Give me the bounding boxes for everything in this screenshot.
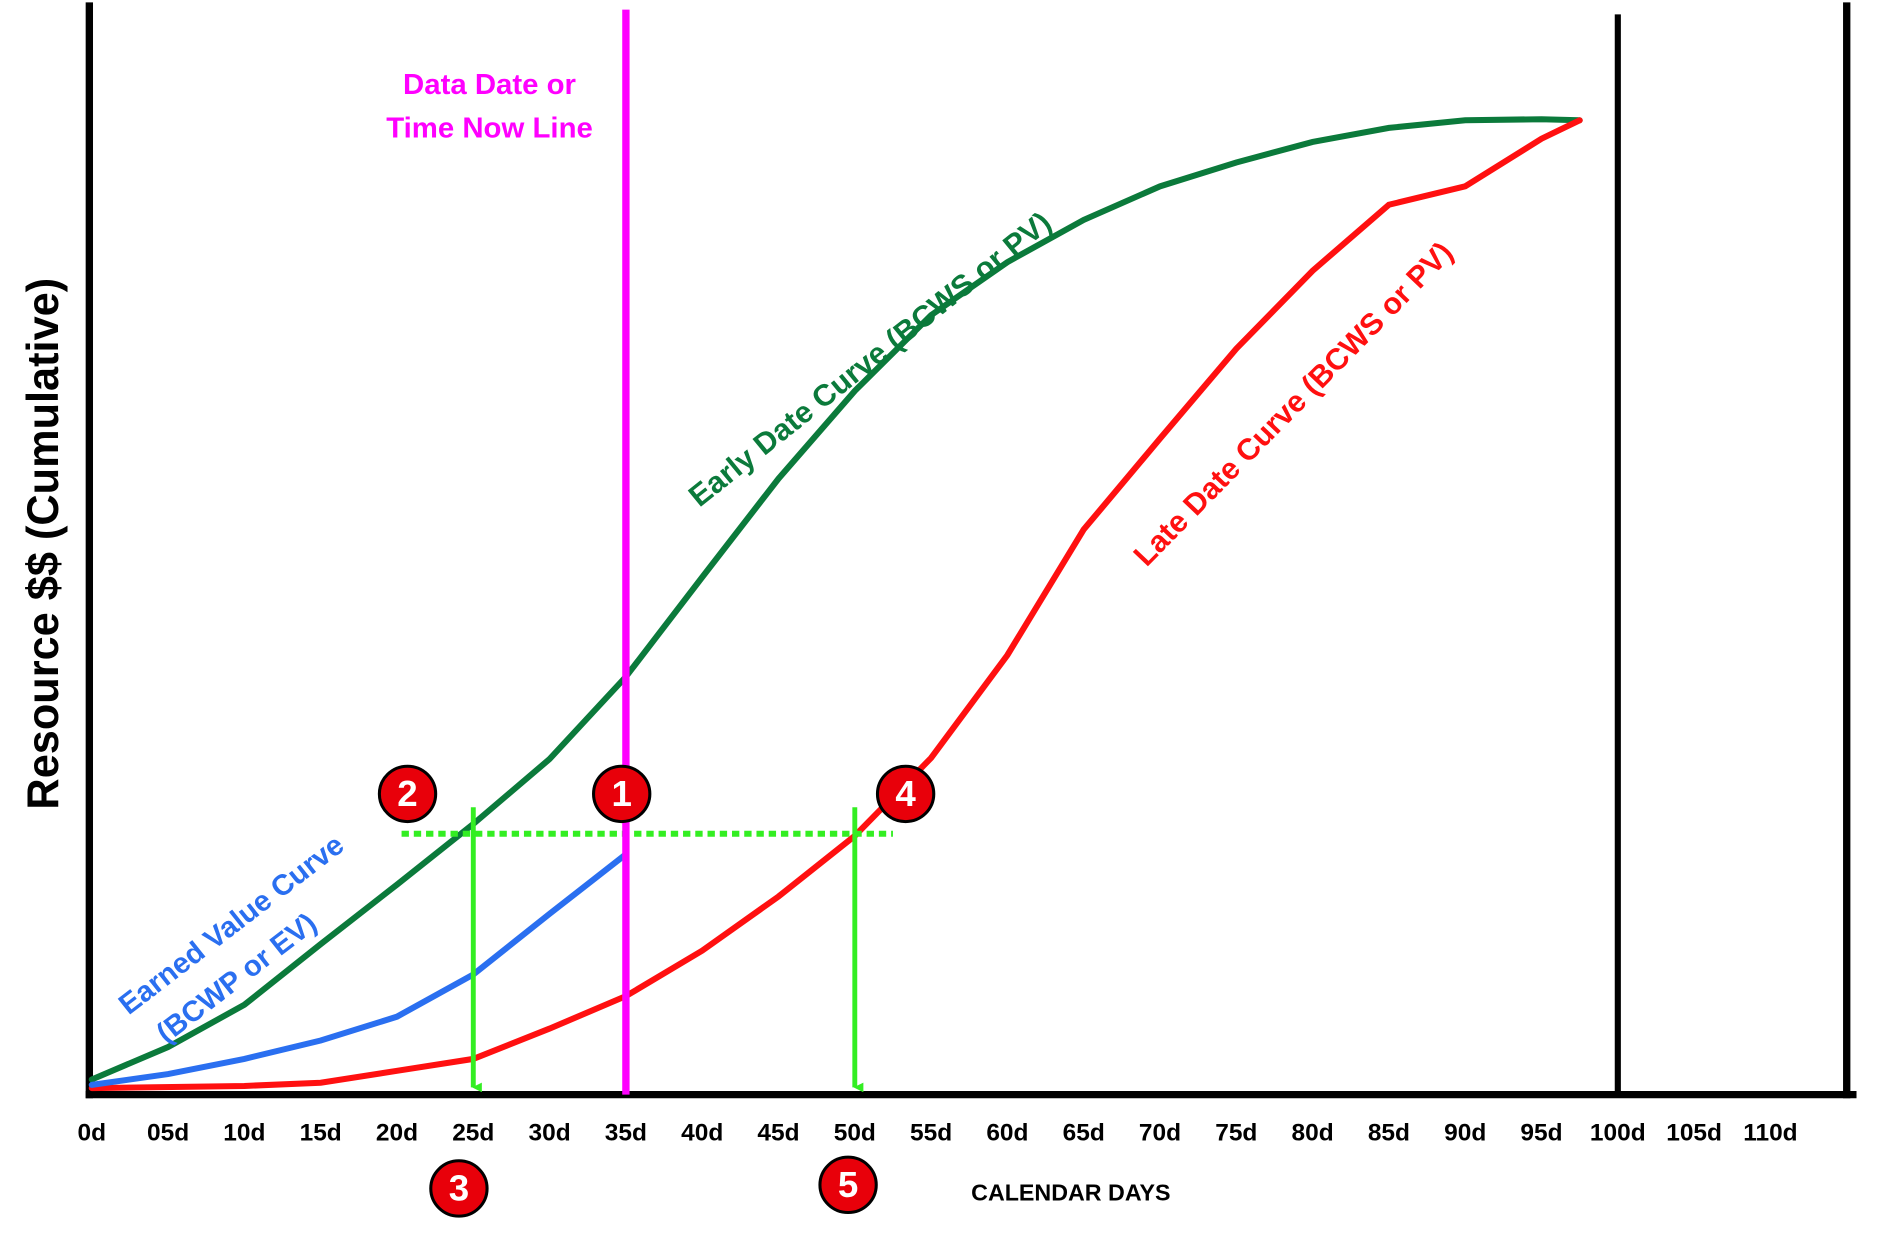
callout-label: 5 — [838, 1164, 858, 1205]
callout-label: 2 — [397, 773, 417, 814]
x-tick-label: 50d — [834, 1120, 876, 1147]
callout-badge — [592, 764, 652, 824]
x-tick-label: 40d — [681, 1120, 723, 1147]
x-tick-label: 80d — [1292, 1120, 1334, 1147]
callout-label: 4 — [895, 773, 916, 814]
x-tick-label: 110d — [1743, 1120, 1797, 1147]
y-axis-label: Resource $$ (Cumulative) — [19, 278, 68, 810]
x-tick-label: 55d — [910, 1120, 952, 1147]
series-line — [88, 116, 1583, 1083]
data-date-label: Data Date or — [403, 69, 576, 101]
x-tick-label: 95d — [1520, 1120, 1562, 1147]
series-line — [88, 851, 629, 1088]
x-tick-label: 05d — [147, 1120, 189, 1147]
callout-badge — [875, 764, 936, 824]
x-tick-label: 20d — [376, 1120, 418, 1147]
callout-badge — [377, 764, 438, 824]
x-tick-label: 70d — [1139, 1120, 1181, 1147]
x-tick-label: 15d — [300, 1120, 342, 1147]
x-tick-label: 65d — [1063, 1120, 1105, 1147]
x-tick-label: 60d — [986, 1120, 1028, 1147]
callout-badge — [818, 1155, 878, 1215]
data-date-label: Time Now Line — [386, 113, 593, 145]
series-line — [88, 117, 1583, 1092]
x-tick-label: 45d — [757, 1120, 799, 1147]
x-tick-label: 25d — [452, 1120, 494, 1147]
x-tick-label: 0d — [78, 1120, 107, 1147]
series-label: Early Date Curve (BCWS or PV) — [683, 206, 1058, 513]
callout-badge — [429, 1159, 489, 1218]
x-tick-label: 90d — [1444, 1120, 1486, 1147]
callout-label: 1 — [611, 773, 631, 814]
x-tick-label: 30d — [529, 1120, 571, 1147]
callout-label: 3 — [449, 1168, 469, 1209]
x-tick-label: 105d — [1666, 1120, 1722, 1147]
x-tick-label: 100d — [1590, 1120, 1646, 1147]
x-tick-label: 75d — [1215, 1120, 1257, 1147]
x-axis-label: CALENDAR DAYS — [971, 1180, 1170, 1206]
x-tick-label: 35d — [605, 1120, 647, 1147]
x-tick-label: 10d — [223, 1120, 265, 1147]
x-tick-label: 85d — [1368, 1120, 1410, 1147]
